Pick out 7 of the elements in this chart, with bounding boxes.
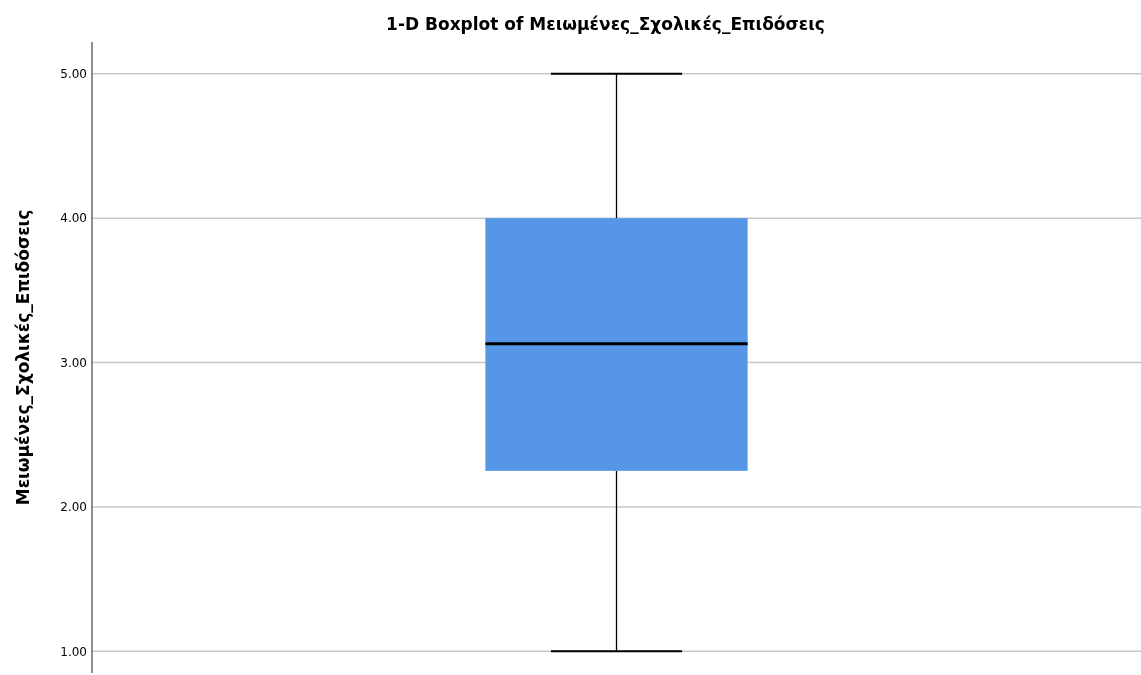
y-tick-label: 1.00 [60, 644, 87, 659]
y-tick-label: 5.00 [60, 66, 87, 81]
y-tick-label: 2.00 [60, 500, 87, 515]
y-tick-label: 4.00 [60, 211, 87, 226]
y-axis-title: Μειωμένες_Σχολικές_Επιδόσεις [13, 209, 33, 506]
chart-title: 1-D Boxplot of Μειωμένες_Σχολικές_Επιδόσεις [386, 14, 825, 34]
y-tick-label: 3.00 [60, 355, 87, 370]
